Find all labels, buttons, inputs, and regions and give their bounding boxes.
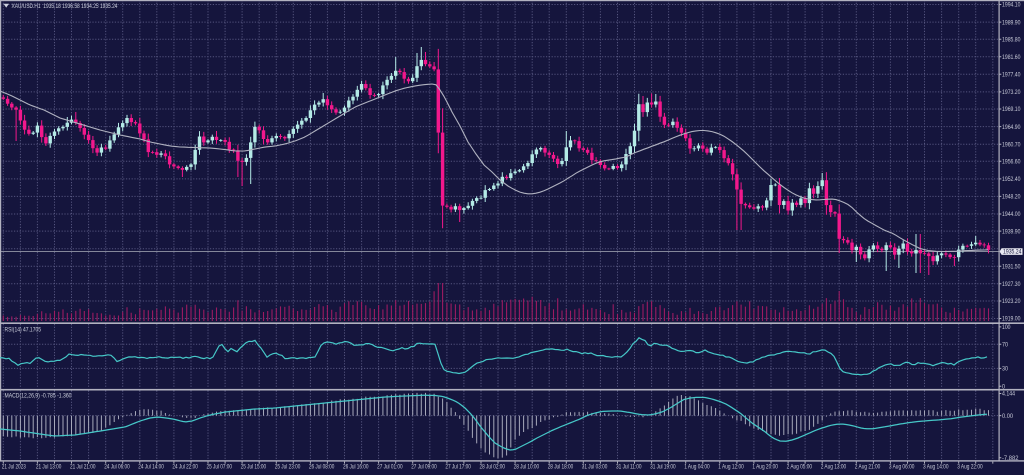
svg-text:1952.40: 1952.40 (1002, 176, 1021, 183)
svg-text:1985.80: 1985.80 (1002, 36, 1021, 43)
svg-text:2 Aug 21:00: 2 Aug 21:00 (855, 464, 881, 471)
svg-text:2 Aug 13:00: 2 Aug 13:00 (821, 464, 847, 471)
svg-text:-7.882: -7.882 (1002, 455, 1019, 462)
svg-text:27 Jul 09:00: 27 Jul 09:00 (411, 464, 437, 471)
svg-text:1 Aug 20:00: 1 Aug 20:00 (752, 464, 778, 471)
svg-text:1973.20: 1973.20 (1002, 89, 1021, 96)
svg-text:30: 30 (1002, 366, 1008, 373)
svg-text:MACD(12,26,9) -0.785 -1.360: MACD(12,26,9) -0.785 -1.360 (5, 393, 72, 400)
svg-text:21 Jul 21:00: 21 Jul 21:00 (70, 464, 96, 471)
svg-text:28 Jul 02:00: 28 Jul 02:00 (480, 464, 506, 471)
svg-text:3 Aug 22:00: 3 Aug 22:00 (957, 464, 983, 471)
svg-text:28 Jul 10:00: 28 Jul 10:00 (514, 464, 540, 471)
svg-text:1969.10: 1969.10 (1002, 106, 1021, 113)
svg-text:1 Aug 04:00: 1 Aug 04:00 (684, 464, 710, 471)
svg-text:25 Jul 23:00: 25 Jul 23:00 (275, 464, 301, 471)
svg-text:1923.20: 1923.20 (1002, 298, 1021, 305)
svg-text:0: 0 (1002, 383, 1005, 390)
svg-text:1931.50: 1931.50 (1002, 264, 1021, 271)
svg-text:28 Jul 18:00: 28 Jul 18:00 (548, 464, 574, 471)
svg-text:1919.00: 1919.00 (1002, 316, 1021, 323)
svg-text:XAU/USD.H1 1935.18 1936.58 19: XAU/USD.H1 1935.18 1936.58 1934.25 1935.… (12, 3, 118, 10)
svg-text:1944.00: 1944.00 (1002, 211, 1021, 218)
svg-text:21 Jul 2023: 21 Jul 2023 (2, 464, 26, 471)
svg-text:1960.70: 1960.70 (1002, 141, 1021, 148)
svg-text:24 Jul 14:00: 24 Jul 14:00 (138, 464, 164, 471)
svg-text:24 Jul 06:00: 24 Jul 06:00 (104, 464, 130, 471)
svg-text:100: 100 (1002, 324, 1011, 331)
svg-text:27 Jul 17:00: 27 Jul 17:00 (445, 464, 471, 471)
svg-text:31 Jul 03:00: 31 Jul 03:00 (582, 464, 608, 471)
svg-text:25 Jul 07:00: 25 Jul 07:00 (207, 464, 233, 471)
svg-text:1956.60: 1956.60 (1002, 159, 1021, 166)
svg-text:21 Jul 13:00: 21 Jul 13:00 (36, 464, 62, 471)
svg-text:1935.24: 1935.24 (1003, 249, 1022, 256)
svg-text:RSI(14) 47.1705: RSI(14) 47.1705 (5, 327, 42, 334)
svg-text:25 Jul 15:00: 25 Jul 15:00 (241, 464, 267, 471)
svg-text:3 Aug 14:00: 3 Aug 14:00 (923, 464, 949, 471)
svg-text:26 Jul 08:00: 26 Jul 08:00 (309, 464, 335, 471)
svg-text:1939.90: 1939.90 (1002, 228, 1021, 235)
svg-text:31 Jul 11:00: 31 Jul 11:00 (616, 464, 642, 471)
svg-text:1989.90: 1989.90 (1002, 19, 1021, 26)
svg-text:70: 70 (1002, 341, 1008, 348)
svg-text:24 Jul 22:00: 24 Jul 22:00 (172, 464, 198, 471)
svg-text:1977.40: 1977.40 (1002, 72, 1021, 79)
svg-text:4.144: 4.144 (1002, 391, 1015, 398)
svg-text:1927.30: 1927.30 (1002, 281, 1021, 288)
svg-text:1981.60: 1981.60 (1002, 54, 1021, 61)
svg-text:2 Aug 05:00: 2 Aug 05:00 (787, 464, 813, 471)
svg-text:27 Jul 01:00: 27 Jul 01:00 (377, 464, 403, 471)
svg-text:1 Aug 12:00: 1 Aug 12:00 (718, 464, 744, 471)
svg-text:31 Jul 19:00: 31 Jul 19:00 (650, 464, 676, 471)
svg-text:1994.10: 1994.10 (1002, 2, 1021, 9)
svg-text:26 Jul 16:00: 26 Jul 16:00 (343, 464, 369, 471)
svg-text:1948.20: 1948.20 (1002, 194, 1021, 201)
svg-text:1964.90: 1964.90 (1002, 124, 1021, 131)
svg-text:3 Aug 06:00: 3 Aug 06:00 (889, 464, 915, 471)
svg-text:0.00: 0.00 (1002, 413, 1013, 420)
